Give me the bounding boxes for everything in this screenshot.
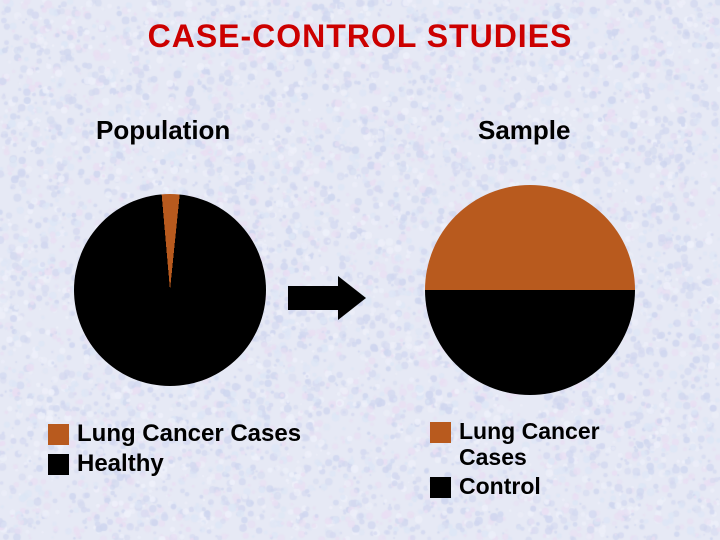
legend-swatch: [48, 424, 69, 445]
arrow-icon: [288, 276, 366, 325]
legend-item: Control: [430, 473, 680, 499]
legend-swatch: [430, 422, 451, 443]
population-pie-chart: [74, 194, 266, 386]
legend-swatch: [48, 454, 69, 475]
left-subtitle: Population: [96, 115, 230, 146]
right-subtitle: Sample: [478, 115, 571, 146]
legend-item: Healthy: [48, 450, 301, 478]
legend-label: Lung Cancer Cases: [459, 418, 659, 471]
legend-swatch: [430, 477, 451, 498]
population-legend: Lung Cancer CasesHealthy: [48, 420, 301, 479]
slide-title: CASE-CONTROL STUDIES: [0, 18, 720, 55]
legend-label: Lung Cancer Cases: [77, 420, 301, 448]
legend-label: Control: [459, 473, 541, 499]
sample-pie-chart: [425, 185, 635, 395]
slide-content: CASE-CONTROL STUDIES Population Sample L…: [0, 0, 720, 540]
legend-item: Lung Cancer Cases: [48, 420, 301, 448]
sample-legend: Lung Cancer CasesControl: [430, 418, 680, 501]
legend-item: Lung Cancer Cases: [430, 418, 680, 471]
legend-label: Healthy: [77, 450, 164, 478]
